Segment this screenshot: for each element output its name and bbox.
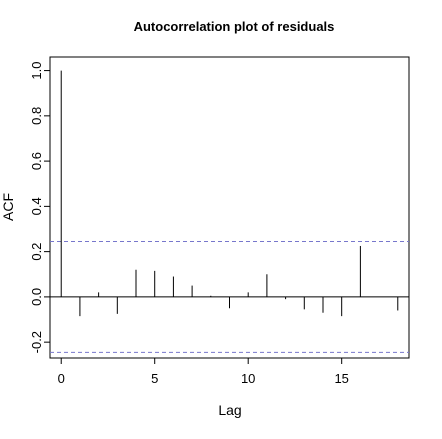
x-axis: 0 5 10 15 bbox=[58, 357, 349, 386]
y-tick-label: 0.0 bbox=[29, 288, 44, 306]
x-axis-label: Lag bbox=[218, 402, 241, 418]
x-tick-label: 10 bbox=[241, 371, 255, 386]
y-tick-label: 0.2 bbox=[29, 243, 44, 261]
y-tick-label: 0.8 bbox=[29, 107, 44, 125]
y-tick-label: 0.4 bbox=[29, 197, 44, 215]
x-tick-label: 5 bbox=[151, 371, 158, 386]
y-tick-label: -0.2 bbox=[29, 331, 44, 353]
acf-bars bbox=[60, 70, 399, 317]
x-tick-label: 0 bbox=[58, 371, 65, 386]
y-axis: -0.2 0.0 0.2 0.4 0.6 0.8 1.0 bbox=[29, 62, 51, 353]
y-tick-label: 0.6 bbox=[29, 152, 44, 170]
x-tick-label: 15 bbox=[334, 371, 348, 386]
y-tick-label: 1.0 bbox=[29, 62, 44, 80]
plot-frame bbox=[49, 56, 410, 359]
y-axis-label: ACF bbox=[0, 193, 16, 221]
chart-title: Autocorrelation plot of residuals bbox=[134, 19, 335, 34]
